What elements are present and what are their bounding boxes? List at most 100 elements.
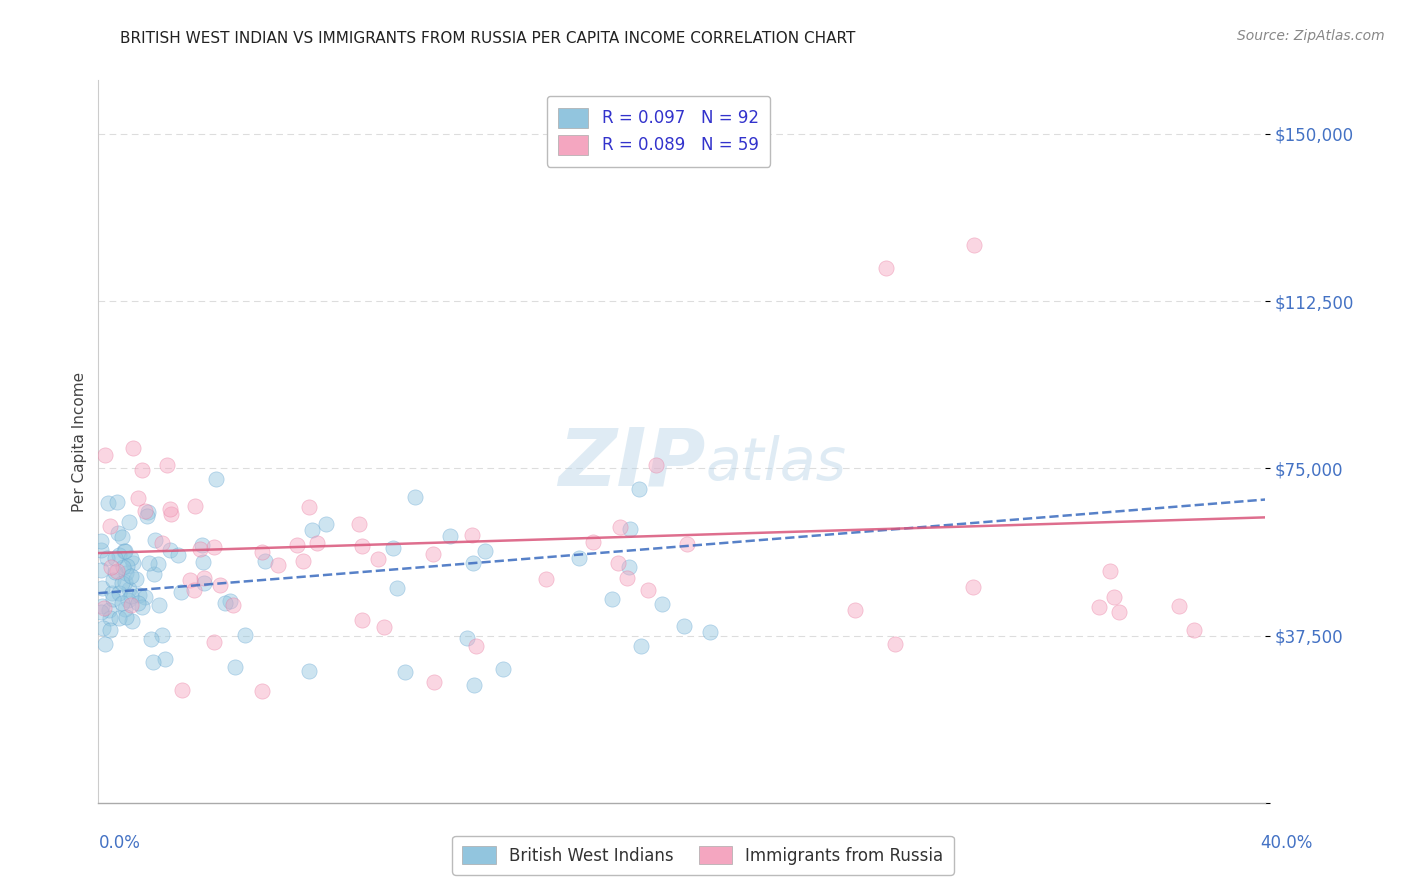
Point — [250, 684, 273, 698]
Text: ZIP: ZIP — [558, 425, 706, 502]
Point — [875, 260, 897, 275]
Point — [347, 517, 370, 532]
Point — [179, 573, 201, 587]
Point — [101, 586, 124, 600]
Point — [1182, 624, 1205, 638]
Point — [90, 534, 112, 549]
Point — [138, 556, 160, 570]
Point — [298, 664, 321, 678]
Point — [224, 660, 246, 674]
Point — [1168, 599, 1191, 613]
Point — [884, 637, 907, 651]
Point — [233, 628, 256, 642]
Point — [1088, 599, 1111, 614]
Point — [114, 601, 136, 615]
Point — [617, 559, 640, 574]
Point — [97, 496, 120, 510]
Point — [637, 582, 659, 597]
Point — [461, 528, 484, 542]
Point — [1104, 590, 1126, 604]
Point — [118, 582, 141, 596]
Y-axis label: Per Capita Income: Per Capita Income — [72, 371, 87, 512]
Point — [188, 542, 211, 557]
Point — [315, 517, 337, 532]
Point — [150, 536, 173, 550]
Point — [121, 614, 143, 628]
Point — [94, 449, 117, 463]
Point — [474, 544, 496, 558]
Point — [98, 519, 121, 533]
Point — [699, 625, 721, 640]
Point — [111, 596, 134, 610]
Point — [105, 564, 128, 578]
Point — [101, 591, 124, 606]
Point — [136, 505, 159, 519]
Point — [218, 594, 240, 608]
Point — [387, 581, 409, 595]
Point — [352, 539, 374, 553]
Text: atlas: atlas — [706, 434, 846, 491]
Point — [645, 458, 668, 473]
Point — [104, 565, 127, 579]
Point — [103, 574, 125, 588]
Point — [120, 569, 142, 583]
Point — [183, 499, 205, 513]
Point — [170, 585, 193, 599]
Point — [103, 550, 125, 565]
Point — [143, 533, 166, 547]
Text: 0.0%: 0.0% — [98, 834, 141, 852]
Point — [962, 580, 984, 594]
Point — [122, 441, 145, 455]
Point — [844, 603, 866, 617]
Point — [267, 558, 290, 573]
Point — [156, 458, 179, 473]
Point — [630, 639, 652, 653]
Point — [93, 601, 115, 615]
Point — [675, 537, 697, 551]
Point — [118, 515, 141, 529]
Text: 40.0%: 40.0% — [1260, 834, 1313, 852]
Point — [90, 564, 112, 578]
Point — [208, 578, 231, 592]
Point — [112, 543, 135, 558]
Point — [90, 605, 112, 619]
Point — [107, 610, 129, 624]
Point — [439, 529, 461, 543]
Point — [111, 560, 134, 574]
Point — [98, 623, 121, 637]
Point — [463, 678, 485, 692]
Point — [134, 504, 156, 518]
Point — [131, 600, 153, 615]
Point — [423, 675, 446, 690]
Point — [111, 530, 134, 544]
Point — [152, 628, 174, 642]
Point — [127, 491, 149, 506]
Point — [93, 637, 115, 651]
Point — [202, 635, 225, 649]
Text: BRITISH WEST INDIAN VS IMMIGRANTS FROM RUSSIA PER CAPITA INCOME CORRELATION CHAR: BRITISH WEST INDIAN VS IMMIGRANTS FROM R… — [120, 31, 855, 46]
Point — [115, 559, 138, 574]
Point — [394, 665, 416, 679]
Point — [91, 621, 114, 635]
Point — [250, 545, 273, 559]
Point — [350, 613, 373, 627]
Point — [568, 550, 591, 565]
Point — [292, 554, 315, 568]
Point — [298, 500, 321, 514]
Point — [115, 609, 138, 624]
Point — [962, 238, 984, 252]
Point — [616, 571, 638, 585]
Point — [114, 544, 136, 558]
Point — [492, 662, 515, 676]
Point — [193, 555, 215, 569]
Point — [193, 571, 215, 585]
Point — [98, 611, 121, 625]
Point — [651, 597, 673, 611]
Point — [135, 509, 157, 524]
Point — [143, 566, 166, 581]
Point — [153, 652, 176, 666]
Point — [146, 557, 169, 571]
Point — [193, 576, 215, 591]
Point — [120, 551, 142, 566]
Point — [1108, 605, 1130, 619]
